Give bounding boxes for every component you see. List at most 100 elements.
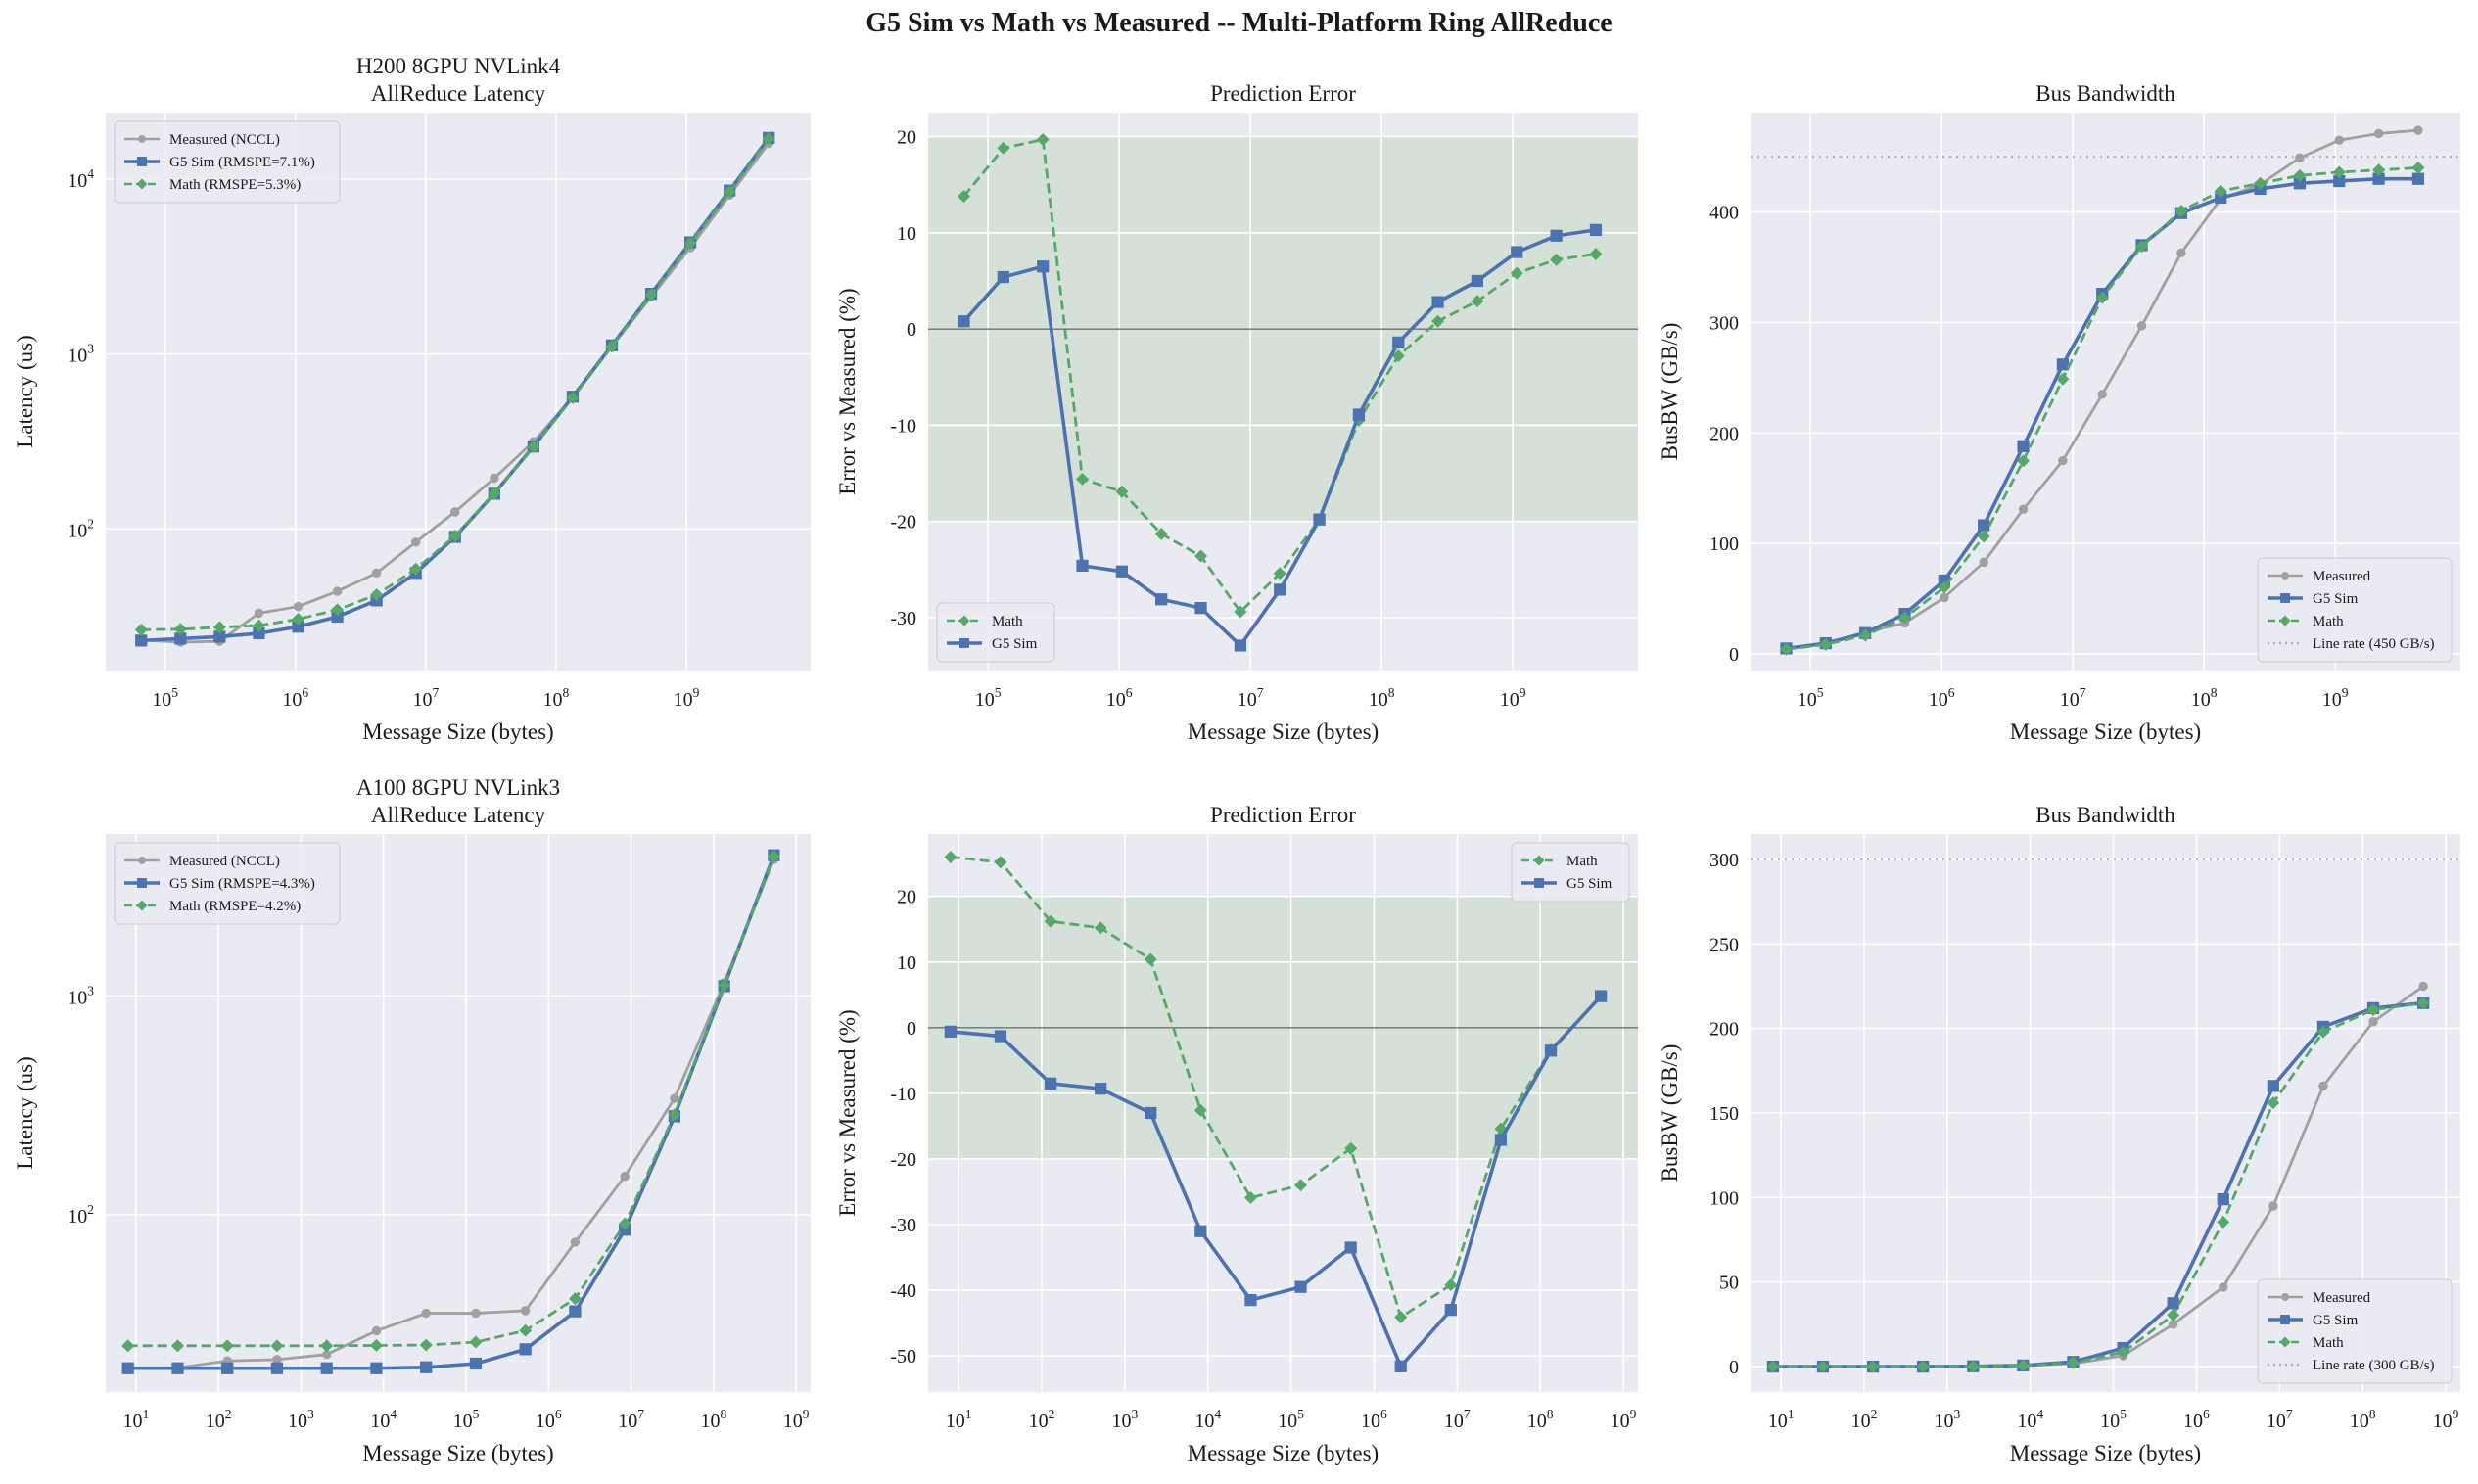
x-tick-label: 106 <box>282 685 308 711</box>
data-point-g5sim <box>569 1305 582 1318</box>
data-point-math <box>1431 314 1445 328</box>
x-tick-label: 103 <box>1934 1407 1960 1432</box>
y-tick-label: -50 <box>890 1346 916 1368</box>
x-tick-label: 109 <box>2433 1407 2459 1432</box>
x-tick-label: 108 <box>543 685 570 711</box>
data-point-math <box>2267 1096 2280 1110</box>
data-point-math <box>527 441 540 454</box>
legend-frame <box>936 602 1055 663</box>
y-axis-label: BusBW (GB/s) <box>1658 1044 1682 1183</box>
data-point-measured <box>1940 592 1949 603</box>
data-point-measured <box>2368 1017 2378 1027</box>
series-line-g5sim <box>127 855 776 1370</box>
x-tick-label: 105 <box>152 685 178 711</box>
legend-marker-g5sim <box>137 878 147 888</box>
x-tick-label: 106 <box>1106 685 1133 711</box>
data-point-measured <box>2176 248 2186 258</box>
data-point-measured <box>2058 455 2068 466</box>
data-point-math <box>212 621 226 634</box>
data-point-math <box>2056 372 2070 386</box>
data-point-g5sim <box>1076 559 1089 572</box>
data-point-math <box>2017 454 2031 468</box>
x-tick-label: 103 <box>1111 1407 1138 1432</box>
x-tick-label: 107 <box>2060 685 2086 711</box>
y-tick-label: 103 <box>68 342 94 367</box>
data-point-math <box>2366 1003 2380 1017</box>
panel-a100-error: 101 102 103 104 105 106 107 108 109 -50 -40 -30 -20 -… <box>835 803 1638 1465</box>
x-tick-label: 106 <box>2183 1407 2210 1432</box>
x-tick-label: 102 <box>1029 1407 1055 1432</box>
data-point-math <box>469 1335 483 1349</box>
data-point-g5sim <box>994 1030 1007 1043</box>
data-point-math <box>519 1323 533 1337</box>
x-tick-label: 104 <box>2017 1407 2043 1432</box>
data-point-g5sim <box>1294 1280 1307 1293</box>
data-point-math <box>1977 530 1990 543</box>
data-point-g5sim <box>1431 296 1444 308</box>
y-tick-label: 300 <box>1709 312 1739 334</box>
data-point-math <box>1044 914 1057 928</box>
x-tick-label: 109 <box>783 1407 810 1432</box>
x-tick-label: 105 <box>2100 1407 2127 1432</box>
data-point-math <box>1234 605 1247 619</box>
data-point-g5sim <box>1274 583 1286 596</box>
data-point-math <box>723 185 736 199</box>
data-point-math <box>419 1338 433 1352</box>
y-tick-label: 100 <box>1709 533 1739 555</box>
legend-label: G5 Sim (RMSPE=4.3%) <box>169 876 315 892</box>
data-point-math <box>644 288 658 301</box>
data-point-g5sim <box>1978 519 1990 532</box>
series-line-g5sim <box>950 995 1603 1368</box>
data-point-measured <box>2295 153 2305 162</box>
data-point-math <box>409 562 423 576</box>
data-point-math <box>605 340 619 353</box>
data-point-g5sim <box>1595 990 1608 1002</box>
data-point-measured <box>620 1171 630 1182</box>
panel-h200-busbw: 105 106 107 108 109 0 100 200 300 400 Message Size… <box>1658 81 2460 744</box>
data-point-math <box>1154 527 1168 540</box>
y-tick-label: 300 <box>1709 850 1739 871</box>
data-point-math <box>2135 240 2149 254</box>
legend-label: Math (RMSPE=4.2%) <box>169 899 301 914</box>
data-point-g5sim <box>1494 1134 1508 1146</box>
data-point-measured <box>2268 1201 2278 1211</box>
x-tick-label: 109 <box>1500 685 1526 711</box>
panel-title: AllReduce Latency <box>371 81 546 106</box>
legend-label: G5 Sim (RMSPE=7.1%) <box>169 155 315 170</box>
data-point-math <box>1036 133 1050 147</box>
y-tick-label: -40 <box>890 1280 916 1302</box>
legend-label: Line rate (450 GB/s) <box>2313 636 2435 652</box>
data-point-g5sim <box>1589 223 1603 237</box>
data-point-measured <box>520 1306 531 1316</box>
x-tick-label: 102 <box>206 1407 232 1432</box>
data-point-math <box>1294 1179 1308 1192</box>
data-point-g5sim <box>2056 358 2070 371</box>
data-point-math <box>2316 1025 2330 1039</box>
legend-frame <box>2257 557 2453 663</box>
legend-marker-g5sim <box>1534 878 1544 888</box>
y-tick-label: 10 <box>897 223 916 245</box>
legend: Math G5 Sim <box>936 602 1055 663</box>
panel-title: H200 8GPU NVLink4 <box>356 54 561 78</box>
data-point-g5sim <box>519 1343 532 1356</box>
data-point-g5sim <box>1392 336 1405 348</box>
legend: Measured G5 Sim Math Line rate (450 GB/s) <box>2257 557 2453 663</box>
data-point-g5sim <box>135 634 148 647</box>
data-point-math <box>320 1339 334 1353</box>
legend: Measured (NCCL) G5 Sim (RMSPE=7.1%) Math (… <box>114 120 341 204</box>
legend-label: G5 Sim <box>2313 591 2359 607</box>
data-point-measured <box>2318 1081 2328 1091</box>
data-point-measured <box>2219 1282 2228 1292</box>
data-point-math <box>2372 163 2386 177</box>
data-point-measured <box>1979 557 1988 568</box>
x-tick-label: 109 <box>674 685 700 711</box>
data-point-g5sim <box>1037 260 1050 273</box>
data-point-g5sim <box>1194 602 1207 615</box>
data-point-g5sim <box>1244 1294 1257 1307</box>
data-point-g5sim <box>1234 639 1247 652</box>
legend-label: Measured <box>2313 569 2371 584</box>
y-tick-label: 400 <box>1709 203 1739 224</box>
y-axis-label: BusBW (GB/s) <box>1658 323 1682 461</box>
data-point-math <box>1858 628 1872 642</box>
